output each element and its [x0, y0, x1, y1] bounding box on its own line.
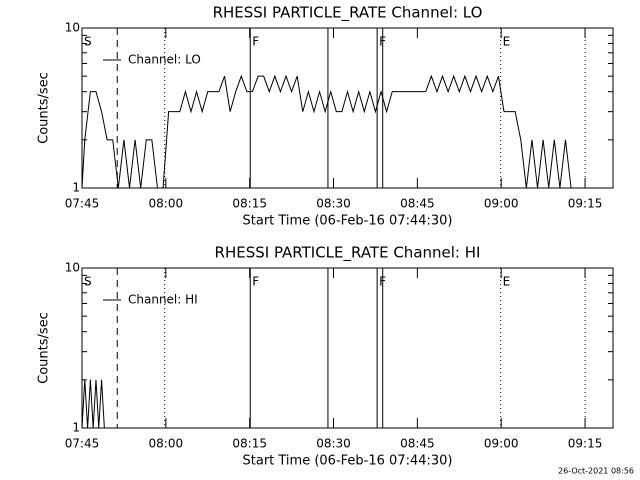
chart-title: RHESSI PARTICLE_RATE Channel: LO [213, 4, 483, 23]
y-tick-label: 1 [72, 181, 80, 195]
x-tick-label: 09:15 [568, 437, 603, 451]
x-tick-label: 09:00 [484, 197, 519, 211]
x-tick-label: 07:45 [65, 197, 100, 211]
chart-title: RHESSI PARTICLE_RATE Channel: HI [215, 244, 481, 263]
event-label: E [503, 35, 511, 49]
x-tick-label: 09:00 [484, 437, 519, 451]
event-label: F [252, 275, 259, 289]
timestamp: 26-Oct-2021 08:56 [558, 467, 634, 476]
x-tick-label: 09:15 [568, 197, 603, 211]
x-tick-label: 08:15 [232, 197, 267, 211]
event-label: S [84, 35, 92, 49]
event-label: S [84, 275, 92, 289]
plot-frame [81, 27, 614, 189]
x-tick-label: 08:15 [232, 437, 267, 451]
plot-frame [81, 267, 614, 429]
y-axis-label: Counts/sec [37, 312, 52, 384]
x-tick-label: 07:45 [65, 437, 100, 451]
event-label: F [252, 35, 259, 49]
y-tick-label: 10 [65, 261, 80, 275]
x-tick-label: 08:45 [400, 437, 435, 451]
y-tick-label: 10 [65, 21, 80, 35]
legend-label: Channel: LO [128, 53, 201, 67]
x-tick-label: 08:30 [316, 437, 351, 451]
event-label: E [503, 275, 511, 289]
x-axis-label: Start Time (06-Feb-16 07:44:30) [243, 454, 453, 469]
y-axis-label: Counts/sec [37, 72, 52, 144]
x-tick-label: 08:00 [149, 437, 184, 451]
x-tick-label: 08:45 [400, 197, 435, 211]
x-tick-label: 08:00 [149, 197, 184, 211]
x-tick-label: 08:30 [316, 197, 351, 211]
legend-label: Channel: HI [128, 293, 198, 307]
x-axis-label: Start Time (06-Feb-16 07:44:30) [243, 214, 453, 229]
y-tick-label: 1 [72, 421, 80, 435]
